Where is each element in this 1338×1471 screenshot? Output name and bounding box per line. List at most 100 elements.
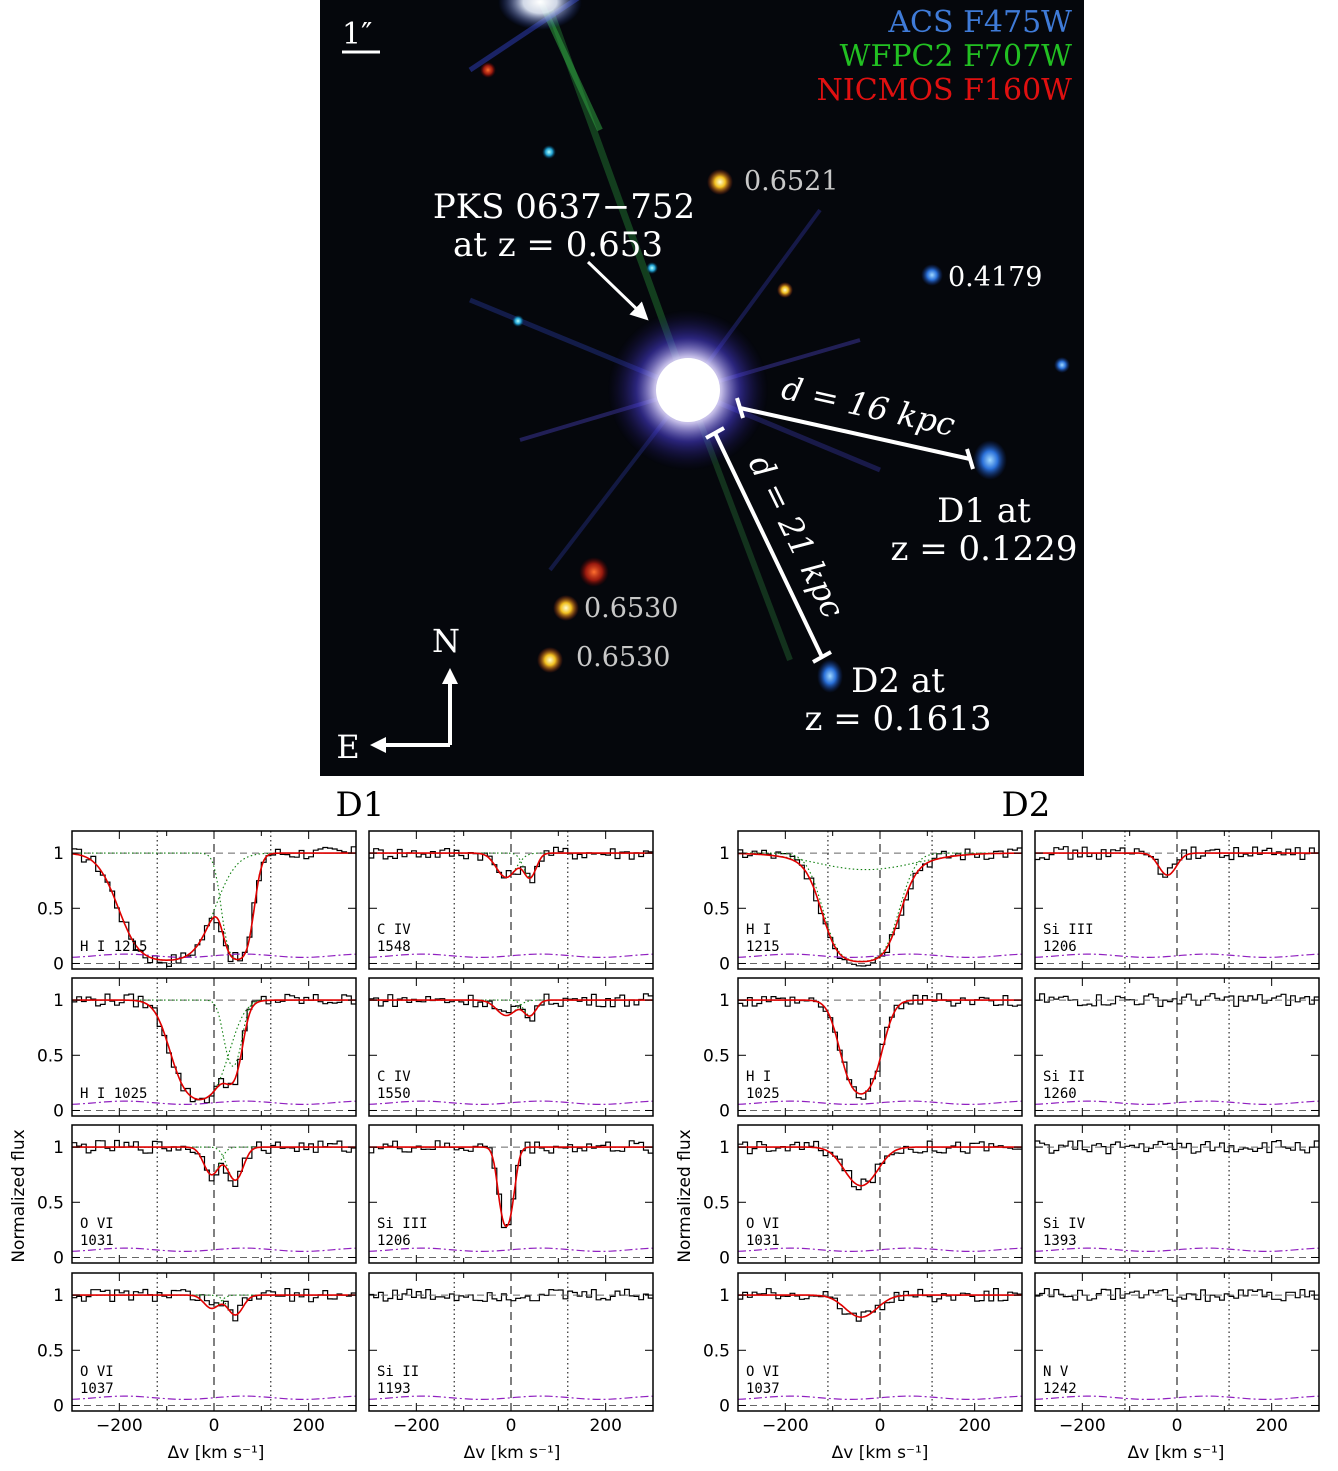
ion-label: O VI (80, 1216, 114, 1232)
y-tick-label: 0.5 (703, 1193, 730, 1213)
y-tick-label: 0.5 (703, 1341, 730, 1361)
compass-north-label: N (432, 622, 460, 660)
xlabel-d1-right: Δv [km s⁻¹] (464, 1443, 561, 1463)
ion-label: Si II (1043, 1069, 1085, 1085)
filter-label-acs: ACS F475W (887, 5, 1072, 40)
flux-histogram (738, 1140, 1022, 1191)
voigt-model-fit (369, 1146, 653, 1228)
y-tick-label: 0 (719, 1396, 730, 1416)
ion-label: 1206 (377, 1233, 411, 1249)
compass-east-label: E (336, 728, 359, 766)
ion-label: 1193 (377, 1381, 411, 1397)
ion-label: 1025 (746, 1086, 780, 1102)
star-cyan-3 (512, 315, 524, 327)
x-tick-label: 0 (1172, 1416, 1183, 1436)
y-tick-label: 1 (719, 991, 730, 1011)
y-tick-label: 0 (719, 1248, 730, 1268)
ion-label: H I 1025 (80, 1086, 147, 1102)
y-tick-label: 1 (719, 1286, 730, 1306)
x-tick-label: 200 (1255, 1416, 1287, 1436)
x-tick-label: 200 (292, 1416, 324, 1436)
y-tick-label: 0.5 (703, 899, 730, 919)
bright-star-top (468, 0, 603, 132)
galaxy-0-4179 (921, 264, 943, 286)
d2-name-label: D2 at (851, 661, 945, 701)
ion-label: C IV (377, 922, 411, 938)
ion-label: H I 1215 (80, 939, 147, 955)
ion-label: 1215 (746, 939, 780, 955)
group-title-d1: D1 (336, 785, 385, 825)
component-fit (738, 852, 1022, 962)
x-tick-label: −200 (762, 1416, 809, 1436)
ion-label: 1037 (80, 1381, 114, 1397)
y-tick-label: 0.5 (37, 1341, 64, 1361)
x-tick-label: 0 (875, 1416, 886, 1436)
galaxy-0-6521 (707, 169, 733, 195)
x-tick-label: −200 (393, 1416, 440, 1436)
galaxy-d2 (817, 659, 843, 693)
xlabel-d1-left: Δv [km s⁻¹] (168, 1443, 265, 1463)
galaxy-z-label: 0.6530 (584, 593, 678, 624)
scale-label: 1″ (342, 17, 372, 52)
galaxy-0-6530-b (537, 647, 563, 673)
ion-label: 1031 (746, 1233, 780, 1249)
x-tick-label: 0 (506, 1416, 517, 1436)
star-cyan-1 (542, 145, 556, 159)
y-tick-label: 1 (719, 844, 730, 864)
d2-redshift-label: z = 0.1613 (805, 699, 992, 739)
d1-name-label: D1 at (937, 491, 1031, 531)
ion-label: Si III (377, 1216, 428, 1232)
voigt-model-fit (72, 1146, 356, 1182)
y-tick-label: 0 (53, 1101, 64, 1121)
quasar-pointer-arrow (586, 260, 649, 321)
y-tick-label: 0.5 (703, 1046, 730, 1066)
voigt-model-fit (71, 852, 356, 961)
ion-label: H I (746, 922, 771, 938)
x-tick-label: 200 (589, 1416, 621, 1436)
y-tick-label: 0.5 (37, 899, 64, 919)
y-tick-label: 0 (719, 954, 730, 974)
galaxy-0-6530-a (553, 595, 579, 621)
ion-label: 1031 (80, 1233, 114, 1249)
voigt-model-fit (72, 1294, 356, 1316)
ion-label: Si IV (1043, 1216, 1086, 1232)
d1-distance-bar (735, 397, 975, 470)
ion-label: 1260 (1043, 1086, 1077, 1102)
y-tick-label: 1 (719, 1138, 730, 1158)
y-tick-label: 0.5 (37, 1193, 64, 1213)
galaxy-edge-blue (1054, 357, 1070, 373)
voigt-model-fit (72, 999, 356, 1101)
spectrum-panel: 0 0.5 1 H I 1215 (37, 830, 357, 974)
x-tick-label: −200 (96, 1416, 143, 1436)
galaxy-z-label: 0.4179 (948, 262, 1042, 293)
ion-label: O VI (746, 1364, 780, 1380)
ylabel-d1: Normalized flux (9, 1129, 29, 1262)
voigt-model-fit (738, 1294, 1022, 1319)
xlabel-d2-right: Δv [km s⁻¹] (1128, 1443, 1225, 1463)
y-tick-label: 1 (53, 844, 64, 864)
d2-distance-bar (705, 426, 832, 664)
x-tick-label: −200 (1059, 1416, 1106, 1436)
flux-histogram (72, 846, 356, 967)
ion-label: Si II (377, 1364, 419, 1380)
flux-histogram (1035, 993, 1319, 1007)
y-tick-label: 0 (719, 1101, 730, 1121)
y-tick-label: 0 (53, 1396, 64, 1416)
ion-label: O VI (80, 1364, 114, 1380)
ion-label: 1393 (1043, 1233, 1077, 1249)
filter-label-wfpc2: WFPC2 F707W (840, 39, 1072, 74)
voigt-model-fit (369, 999, 653, 1018)
flux-histogram (1035, 1140, 1319, 1155)
ion-label: C IV (377, 1069, 411, 1085)
y-tick-label: 0 (53, 954, 64, 974)
ion-label: H I (746, 1069, 771, 1085)
